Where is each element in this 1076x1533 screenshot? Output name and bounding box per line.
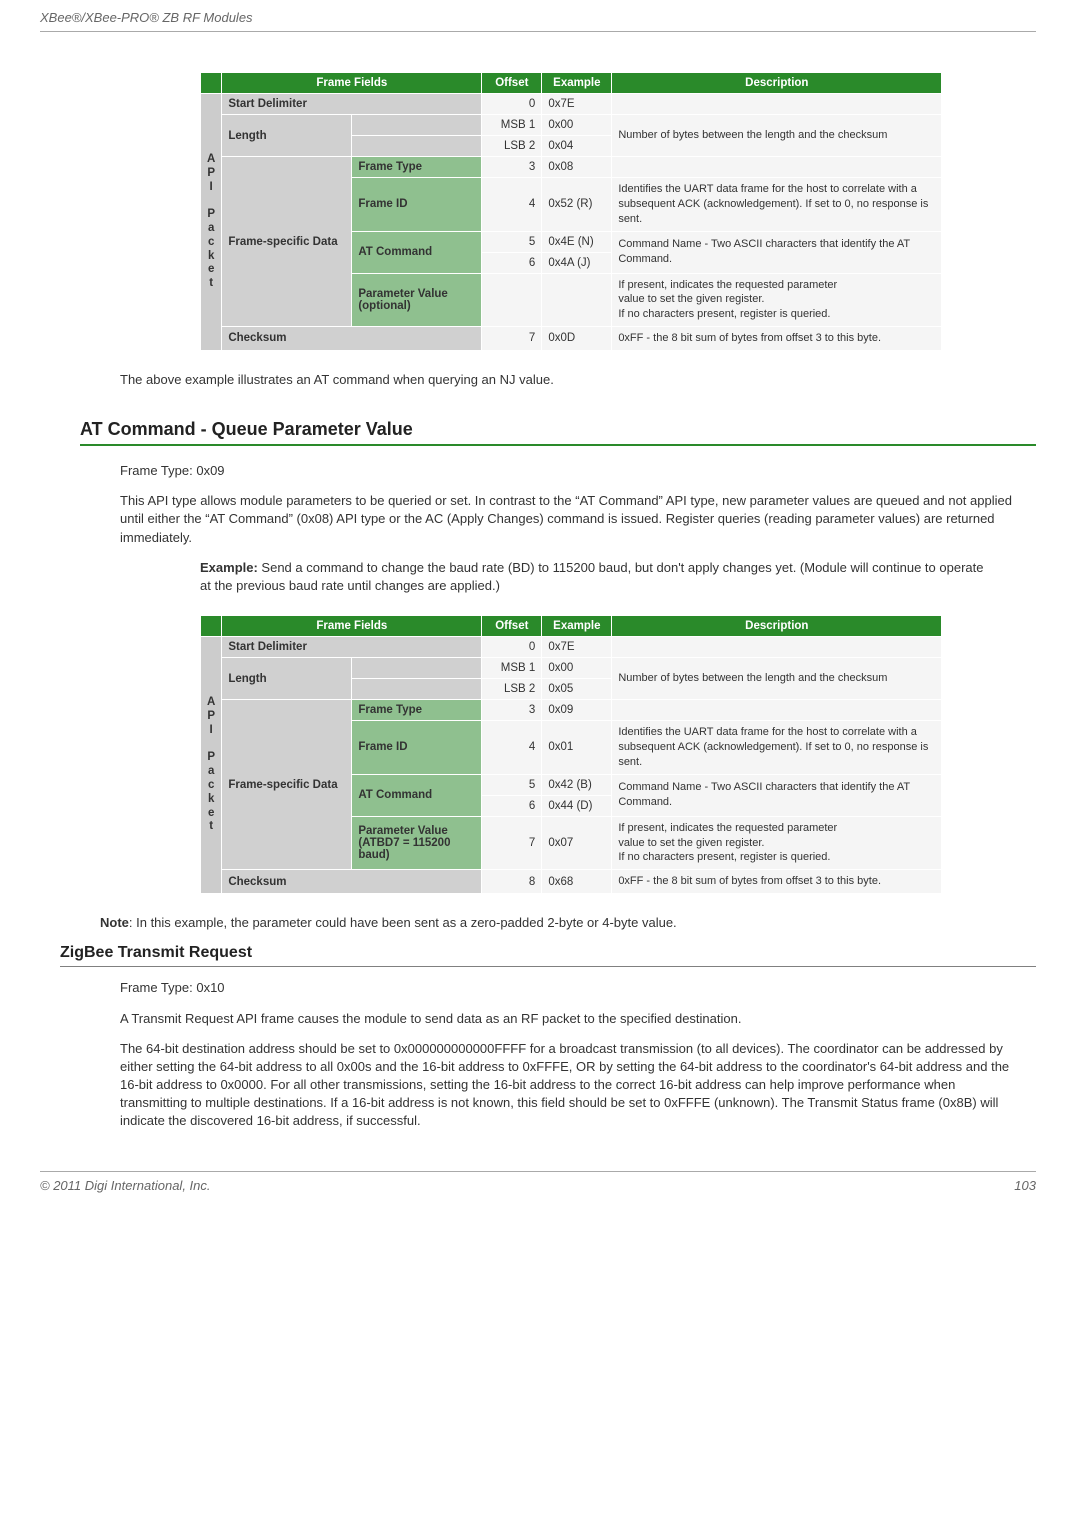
- section-rule: [80, 444, 1036, 446]
- queue-example: Example: Send a command to change the ba…: [200, 559, 996, 595]
- header-rule: [40, 31, 1036, 32]
- row-frame-type: Frame Type: [352, 157, 482, 178]
- row-length: Length: [222, 658, 352, 700]
- row-start-delimiter: Start Delimiter: [222, 637, 482, 658]
- api-packet-label: APIPacket: [201, 94, 222, 351]
- col-description: Description: [612, 73, 942, 94]
- row-start-delimiter: Start Delimiter: [222, 94, 482, 115]
- row-fsd: Frame-specific Data: [222, 700, 352, 870]
- row-length: Length: [222, 115, 352, 157]
- footer-right: 103: [1014, 1178, 1036, 1193]
- row-frame-type: Frame Type: [352, 700, 482, 721]
- after-table1-text: The above example illustrates an AT comm…: [120, 371, 1016, 389]
- at-command-table: Frame Fields Offset Example Description …: [200, 72, 942, 351]
- footer-left: © 2011 Digi International, Inc.: [40, 1178, 211, 1193]
- row-at-command: AT Command: [352, 231, 482, 273]
- doc-header: XBee®/XBee-PRO® ZB RF Modules: [40, 10, 1036, 25]
- row-param-value: Parameter Value (optional): [352, 273, 482, 327]
- col-example: Example: [542, 73, 612, 94]
- row-checksum: Checksum: [222, 327, 482, 351]
- ztr-p1: Frame Type: 0x10: [120, 979, 1016, 997]
- row-at-command: AT Command: [352, 774, 482, 816]
- ztr-p3: The 64-bit destination address should be…: [120, 1040, 1016, 1131]
- queue-p1: Frame Type: 0x09: [120, 462, 1016, 480]
- section-ztr-title: ZigBee Transmit Request: [60, 944, 1036, 962]
- row-fsd: Frame-specific Data: [222, 157, 352, 327]
- queue-p2: This API type allows module parameters t…: [120, 492, 1016, 547]
- api-packet-label: APIPacket: [201, 637, 222, 894]
- row-frame-id: Frame ID: [352, 178, 482, 232]
- section-queue-title: AT Command - Queue Parameter Value: [80, 419, 1036, 440]
- ztr-p2: A Transmit Request API frame causes the …: [120, 1010, 1016, 1028]
- col-offset: Offset: [482, 73, 542, 94]
- row-param-value: Parameter Value (ATBD7 = 115200 baud): [352, 816, 482, 870]
- note-text: Note: In this example, the parameter cou…: [100, 914, 1036, 932]
- at-command-queue-table: Frame Fields Offset Example Description …: [200, 615, 942, 894]
- col-frame-fields: Frame Fields: [222, 73, 482, 94]
- subsection-rule: [60, 966, 1036, 967]
- footer-rule: [40, 1171, 1036, 1172]
- row-frame-id: Frame ID: [352, 721, 482, 775]
- row-checksum: Checksum: [222, 870, 482, 894]
